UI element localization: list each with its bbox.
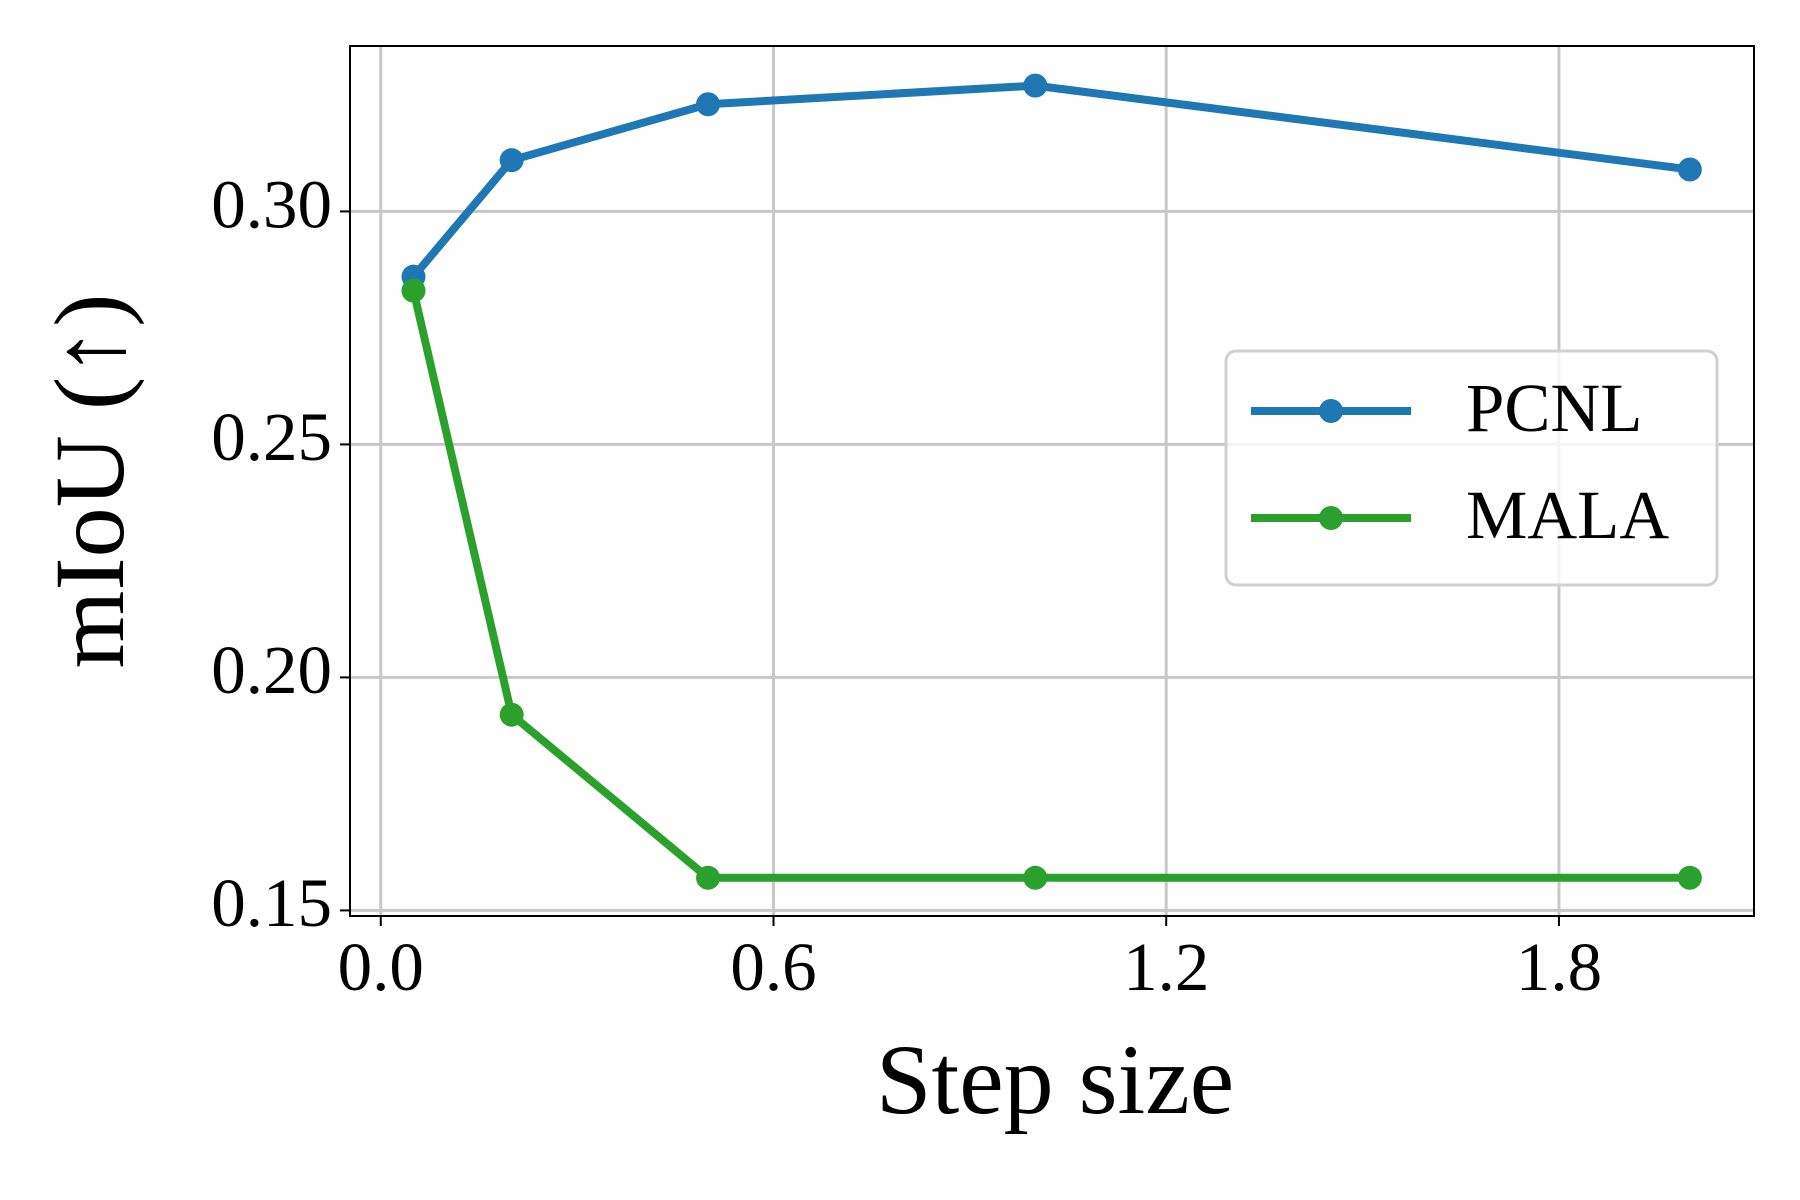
y-tick-label: 0.15	[211, 865, 332, 941]
x-axis-label: Step size	[876, 1024, 1234, 1135]
legend-marker	[1319, 399, 1343, 423]
data-point	[499, 148, 524, 173]
x-tick-label: 0.6	[730, 929, 816, 1005]
legend-marker	[1319, 506, 1343, 530]
y-tick-label: 0.25	[211, 399, 332, 475]
data-point	[1023, 865, 1048, 890]
y-tick-label: 0.20	[211, 632, 332, 708]
data-point	[1677, 157, 1702, 182]
series-line	[410, 81, 1691, 280]
data-point	[1677, 865, 1702, 890]
data-point	[696, 865, 721, 890]
data-point	[696, 92, 721, 117]
legend: PCNL MALA	[1224, 349, 1719, 587]
data-point	[499, 702, 524, 727]
legend-label: PCNL	[1466, 370, 1642, 446]
x-tick-label: 0.0	[338, 929, 424, 1005]
legend-label: MALA	[1466, 477, 1669, 553]
data-point	[401, 278, 426, 303]
plot-frame	[349, 45, 1755, 917]
x-tick-label: 1.8	[1516, 929, 1602, 1005]
data-point	[1023, 73, 1048, 98]
y-tick-label: 0.30	[211, 166, 332, 242]
y-axis-label: mIoU (↑)	[34, 294, 145, 669]
x-tick-label: 1.2	[1123, 929, 1209, 1005]
